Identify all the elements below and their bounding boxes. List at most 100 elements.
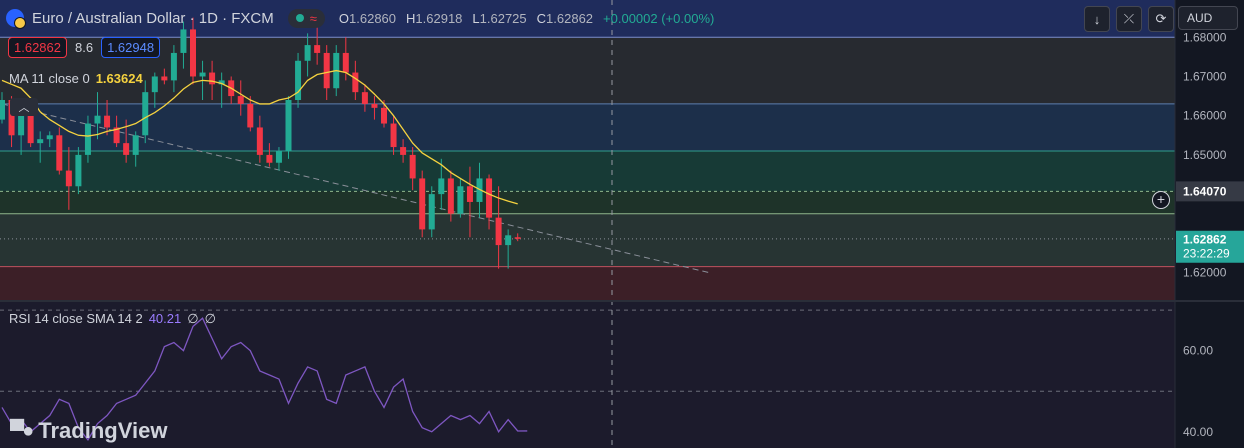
rsi-label: RSI 14 close SMA 14 2 <box>9 311 143 326</box>
candle-body-48 <box>457 186 464 214</box>
candle-body-51 <box>486 178 493 218</box>
ma-line <box>1 69 518 205</box>
sell-button[interactable]: 1.62862 <box>8 37 67 58</box>
price-zone-5 <box>0 213 1175 267</box>
price-zone-2 <box>0 103 1175 151</box>
collapse-button[interactable]: ⤫ <box>1116 6 1142 32</box>
price-axis-bg <box>1175 0 1244 448</box>
candle-body-44 <box>419 178 426 230</box>
candle-body-31 <box>295 60 302 100</box>
candle-body-23 <box>218 80 225 85</box>
candle-body-28 <box>266 154 273 163</box>
candle-body-54 <box>514 237 521 239</box>
chevron-up-icon: ︿ <box>18 102 30 114</box>
price-tick-2: 1.66000 <box>1183 109 1227 123</box>
candle-body-6 <box>56 135 63 171</box>
candle-body-37 <box>352 72 359 93</box>
last-price-label-bg <box>1176 230 1244 263</box>
candle-body-11 <box>104 115 111 128</box>
tv-logo-icon: ▀● <box>10 419 34 442</box>
currency-select[interactable]: AUD <box>1178 6 1238 30</box>
candle-body-16 <box>151 76 158 93</box>
crosshair-label-bg <box>1176 181 1244 202</box>
buy-button[interactable]: 1.62948 <box>101 37 161 58</box>
reset-button[interactable]: ⟳ <box>1148 6 1174 32</box>
candle-body-17 <box>161 76 168 81</box>
candle-body-3 <box>27 111 34 144</box>
price-zone-6 <box>0 266 1175 300</box>
ma-legend[interactable]: MA 11 close 0 1.63624 <box>9 71 143 86</box>
trade-panel: 1.62862 8.6 1.62948 <box>8 37 161 58</box>
candle-body-42 <box>400 147 407 155</box>
candle-body-2 <box>18 111 25 136</box>
price-tick-1: 1.67000 <box>1183 69 1227 83</box>
price-tick-3: 1.65000 <box>1183 148 1227 162</box>
candle-body-40 <box>381 107 387 124</box>
symbol-header: Euro / Australian Dollar · 1D · FXCM ≈ O… <box>6 7 714 29</box>
spread-value: 8.6 <box>75 40 94 55</box>
rsi-tick-0: 60.00 <box>1183 344 1213 358</box>
candle-body-46 <box>438 178 445 195</box>
candle-body-53 <box>505 235 512 246</box>
price-zone-3 <box>0 150 1175 192</box>
scroll-down-button[interactable]: ↓ <box>1084 6 1110 32</box>
candle-body-21 <box>199 72 206 77</box>
ohlc-open: 1.62860 <box>349 10 397 26</box>
candle-body-49 <box>466 186 473 202</box>
add-alert-icon[interactable]: + <box>1152 191 1170 209</box>
tradingview-logo[interactable]: ▀● TradingView <box>10 418 167 444</box>
ohlc-close: 1.62862 <box>546 10 594 26</box>
currency-flag-icon <box>6 9 26 29</box>
candle-body-25 <box>237 96 244 104</box>
candle-body-10 <box>94 115 101 124</box>
candle-body-29 <box>275 150 282 163</box>
candle-body-7 <box>65 170 72 187</box>
rsi-tick-1: 40.00 <box>1183 425 1213 439</box>
collapse-icon: ⤫ <box>1123 11 1135 26</box>
candle-body-41 <box>390 123 397 148</box>
candle-body-27 <box>256 127 263 155</box>
candle-body-47 <box>447 178 454 214</box>
wave-icon: ≈ <box>309 10 317 26</box>
market-open-icon <box>295 14 304 22</box>
collapse-legend-button[interactable]: ︿ <box>10 98 38 116</box>
candle-body-50 <box>476 178 483 202</box>
countdown-label: 23:22:29 <box>1183 247 1230 261</box>
brand-name: TradingView <box>38 418 168 443</box>
ohlc-change: +0.00002 (+0.00%) <box>603 10 715 26</box>
rsi-legend[interactable]: RSI 14 close SMA 14 2 40.21 ∅ ∅ <box>9 311 216 327</box>
rsi-panel-bg <box>0 302 1175 448</box>
candle-body-43 <box>409 154 416 179</box>
rsi-extra-1: ∅ <box>187 311 199 326</box>
candle-body-9 <box>84 123 91 155</box>
candle-body-38 <box>361 92 368 104</box>
crosshair-price-label: 1.64070 <box>1183 184 1227 198</box>
candle-body-33 <box>314 45 321 53</box>
refresh-icon: ⟳ <box>1155 11 1167 26</box>
candle-body-52 <box>495 217 502 246</box>
candle-body-15 <box>142 92 149 136</box>
ohlc-low: 1.62725 <box>479 10 527 26</box>
rsi-line <box>1 317 528 442</box>
chart-toolbar: ↓ ⤫ ⟳ <box>1084 6 1174 32</box>
rsi-extra-2: ∅ <box>204 311 216 326</box>
candle-body-4 <box>37 139 44 144</box>
candle-body-18 <box>170 52 177 81</box>
rsi-value: 40.21 <box>148 311 182 326</box>
candle-body-12 <box>113 127 120 144</box>
trendline <box>1 103 709 274</box>
ohlc-high: 1.62918 <box>415 10 463 26</box>
ma-label: MA 11 close 0 <box>9 71 90 86</box>
candle-body-19 <box>180 29 187 53</box>
price-tick-4: 1.62000 <box>1183 266 1227 280</box>
arrow-down-icon: ↓ <box>1093 11 1101 27</box>
symbol-title[interactable]: Euro / Australian Dollar · 1D · FXCM <box>32 9 274 27</box>
candle-body-36 <box>342 52 349 73</box>
price-zone-4 <box>0 191 1175 214</box>
candle-body-1 <box>8 100 15 136</box>
ohlc-values: O1.62860 H1.62918 L1.62725 C1.62862 +0.0… <box>338 10 715 26</box>
candle-body-45 <box>428 194 435 230</box>
candle-body-13 <box>123 143 130 155</box>
market-status-pill[interactable]: ≈ <box>287 8 325 28</box>
